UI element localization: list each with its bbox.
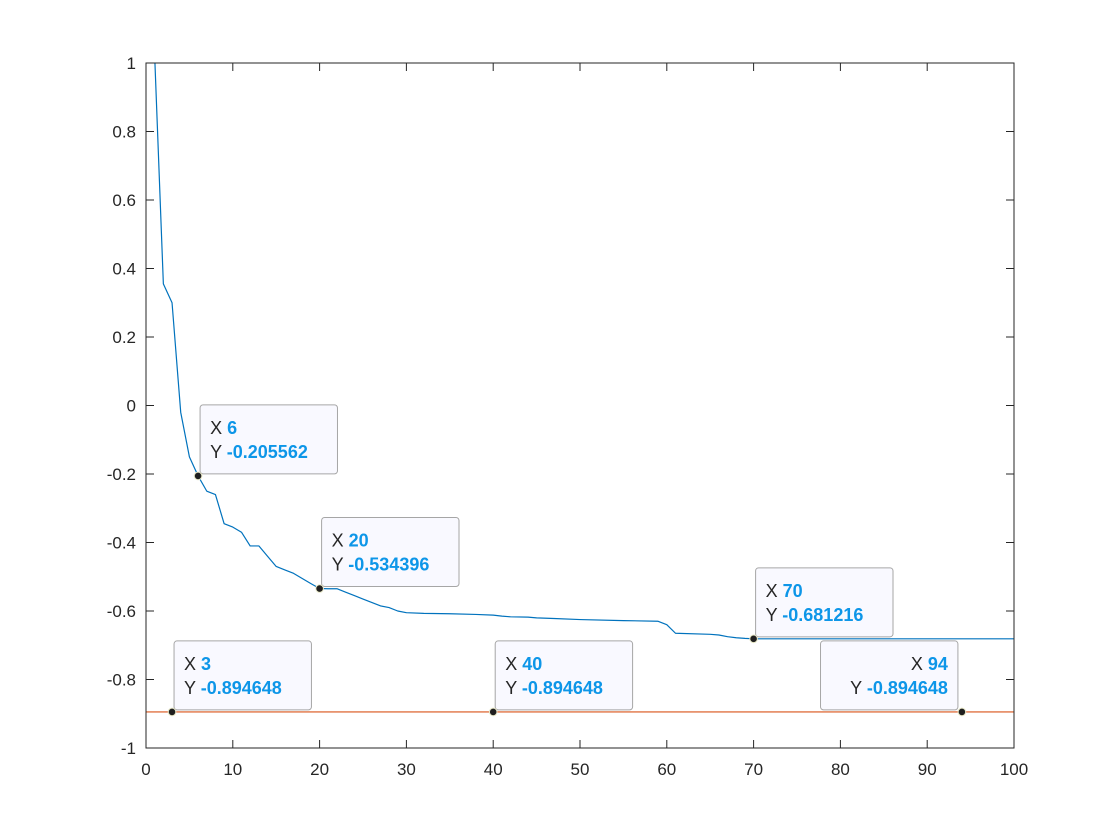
datatip-key: X [332,531,349,551]
x-tick-label: 90 [918,760,937,779]
datatip[interactable]: X 40Y -0.894648 [488,640,634,717]
datatip-marker[interactable] [315,584,324,593]
datatip-marker[interactable] [749,634,758,644]
datatip-marker[interactable] [167,707,177,717]
datatip-key: X [911,654,928,674]
y-tick-label: -0.6 [107,602,136,621]
datatip-y-row: Y -0.894648 [505,678,603,698]
datatip-value: 70 [783,581,803,601]
y-tick-label: -0.8 [107,671,136,690]
datatip-x-row: X 6 [210,418,237,438]
y-tick-label: 0.2 [112,328,136,347]
datatip-key: Y [505,678,522,698]
datatip-x-row: X 40 [505,654,542,674]
datatip-key: Y [210,442,227,462]
datatip-key: Y [850,678,867,698]
y-tick-label: 1 [127,54,136,73]
y-tick-label: -1 [121,739,136,758]
datatip-value: -0.894648 [867,678,948,698]
datatip-value: 20 [349,531,369,551]
datatip-key: Y [766,605,783,625]
datatip-value: 94 [928,654,948,674]
datatip-key: Y [184,678,201,698]
y-tick-label: 0 [127,397,136,416]
datatip-x-row: X 20 [332,531,369,551]
y-tick-label: 0.6 [112,191,136,210]
datatip-value: 6 [227,418,237,438]
datatip-box [173,640,312,711]
datatip[interactable]: X 6Y -0.205562 [193,404,338,481]
datatip-box [494,640,634,711]
x-tick-label: 60 [657,760,676,779]
datatip-value: -0.534396 [348,555,429,575]
x-tick-label: 20 [310,760,329,779]
datatip-y-row: Y -0.534396 [332,555,430,575]
datatip-value: -0.205562 [227,442,308,462]
datatip-y-row: Y -0.681216 [766,605,864,625]
axes-layer: 0 10 20 30 40 50 60 70 80 90 100 1 0.8 0.6 0.4 0.2 0 -0.2… [107,54,1028,779]
datatip-key: Y [332,555,349,575]
datatip-key: X [505,654,522,674]
y-tick-label: -0.4 [107,534,136,553]
x-tick-label: 70 [744,760,763,779]
datatip-box [321,517,460,588]
series-layer [146,56,1014,713]
y-tick-label: -0.2 [107,465,136,484]
datatip-y-row: Y -0.894648 [184,678,282,698]
y-tick-label: 0.8 [112,123,136,142]
datatip-key: X [210,418,227,438]
datatip[interactable]: X 20Y -0.534396 [315,517,460,593]
x-tick-label: 30 [397,760,416,779]
datatip-value: -0.681216 [782,605,863,625]
datatip-value: -0.894648 [522,678,603,698]
datatip[interactable]: X 3Y -0.894648 [167,640,312,717]
datatip-marker[interactable] [957,707,967,717]
x-tick-label: 80 [831,760,850,779]
datatip-marker[interactable] [488,707,498,717]
datatip-x-row: X 3 [184,654,211,674]
datatip-value: 3 [201,654,211,674]
datatip-value: 40 [522,654,542,674]
datatip-marker[interactable] [193,471,203,481]
datatip-box [755,567,894,638]
datatip-key: X [766,581,783,601]
datatip[interactable]: X 70Y -0.681216 [749,567,894,644]
datatip-box [820,640,959,711]
datatip-y-row: Y -0.894648 [850,678,948,698]
series-line-1[interactable] [154,56,1014,640]
datatip-y-row: Y -0.205562 [210,442,308,462]
x-tick-label: 40 [484,760,503,779]
x-tick-label: 0 [141,760,150,779]
datatip-box [199,404,338,475]
datatip-key: X [184,654,201,674]
datatip-x-row: X 94 [911,654,948,674]
x-tick-label: 100 [1000,760,1028,779]
datatip-value: -0.894648 [201,678,282,698]
datatip-x-row: X 70 [766,581,803,601]
y-tick-label: 0.4 [112,260,136,279]
x-tick-label: 10 [223,760,242,779]
x-tick-label: 50 [571,760,590,779]
datatip[interactable]: X 94 Y -0.894648 [820,640,967,717]
